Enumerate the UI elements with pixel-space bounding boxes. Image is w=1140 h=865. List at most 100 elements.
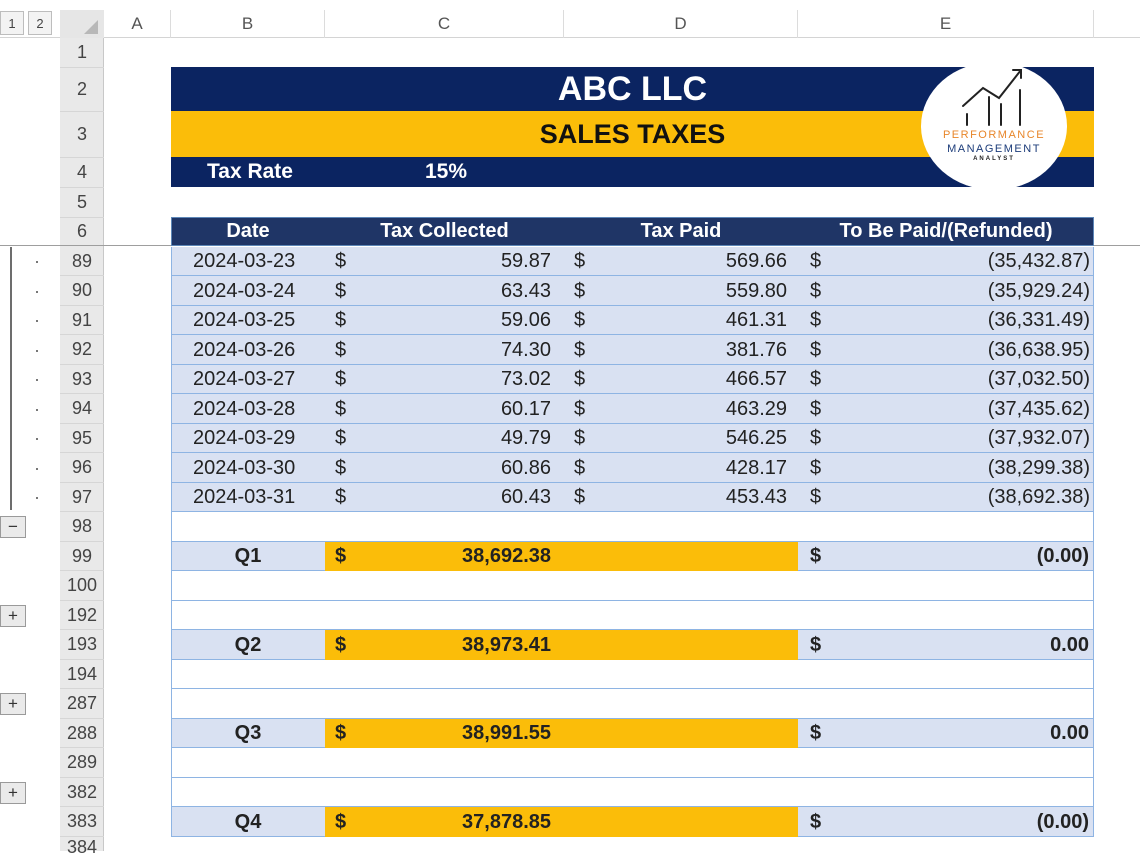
tax-collected-cell[interactable]: 74.30 [500,338,551,361]
date-cell[interactable]: 2024-03-30 [193,456,296,479]
quarter-balance-cell[interactable]: (0.00) [1036,810,1089,833]
header-tax-paid[interactable]: Tax Paid [640,220,722,242]
column-header-e[interactable]: E [798,10,1094,38]
column-header-f[interactable] [1094,10,1140,38]
balance-cell[interactable]: (38,692.38) [987,486,1090,508]
quarter-balance-cell[interactable]: 0.00 [1050,722,1089,744]
tax-paid-cell[interactable]: 463.29 [725,397,787,420]
row-header-289[interactable]: 289 [60,748,104,778]
row-header-95[interactable]: 95 [60,424,104,453]
column-header-d[interactable]: D [564,10,798,38]
balance-cell[interactable]: (37,032.50) [987,368,1090,390]
row-header-4[interactable]: 4 [60,158,104,188]
date-cell[interactable]: 2024-03-25 [193,309,296,331]
row-header-98[interactable]: 98 [60,512,104,542]
tax-paid-cell[interactable]: 569.66 [725,250,787,272]
column-header-b[interactable]: B [171,10,325,38]
balance-cell[interactable]: (38,299.38) [987,456,1090,479]
row-header-91[interactable]: 91 [60,306,104,335]
row-header-194[interactable]: 194 [60,660,104,689]
row-header-96[interactable]: 96 [60,453,104,483]
balance-cell[interactable]: (37,932.07) [987,427,1090,449]
row-header-5[interactable]: 5 [60,188,104,218]
row-header-2[interactable]: 2 [60,68,104,112]
header-date[interactable]: Date [226,220,270,242]
row-header-384[interactable]: 384 [66,837,98,857]
row-header-288[interactable]: 288 [60,719,104,748]
balance-cell[interactable]: (35,432.87) [987,250,1090,272]
row-header-1[interactable]: 1 [60,38,104,68]
row-header-97[interactable]: 97 [60,483,104,512]
quarter-label[interactable]: Q1 [234,545,262,567]
select-all-corner[interactable] [60,10,104,38]
row-header-192[interactable]: 192 [60,601,104,630]
tax-paid-cell[interactable]: 559.80 [725,279,787,302]
tax-collected-cell[interactable]: 60.17 [500,397,551,420]
tax-collected-cell[interactable]: 59.06 [500,309,551,331]
tax-paid-cell[interactable]: 428.17 [725,456,787,479]
blank-row[interactable] [171,512,1094,542]
date-cell[interactable]: 2024-03-26 [193,338,296,361]
tax-paid-cell[interactable]: 546.25 [725,427,787,449]
quarter-balance-cell[interactable]: (0.00) [1036,545,1089,567]
row-header-100[interactable]: 100 [60,571,104,601]
expand-group-button-q4[interactable]: + [0,782,26,804]
row-header-382[interactable]: 382 [60,778,104,807]
date-cell[interactable]: 2024-03-29 [193,427,296,449]
tax-paid-cell[interactable]: 381.76 [725,338,787,361]
quarter-label[interactable]: Q2 [234,633,262,656]
row-header-6[interactable]: 6 [60,218,104,246]
row-header-92[interactable]: 92 [60,335,104,365]
date-cell[interactable]: 2024-03-24 [193,279,296,302]
balance-cell[interactable]: (35,929.24) [987,279,1090,302]
outline-level-1-button[interactable]: 1 [0,11,24,35]
blank-row[interactable] [171,748,1094,778]
tax-collected-cell[interactable]: 73.02 [500,368,551,390]
quarter-label[interactable]: Q4 [234,810,262,833]
collapse-group-button[interactable]: − [0,516,26,538]
tax-paid-cell[interactable]: 453.43 [725,486,787,508]
quarter-label[interactable]: Q3 [234,722,262,744]
quarter-total-cell[interactable]: 38,973.41 [462,633,551,656]
row-header-383[interactable]: 383 [60,807,104,837]
blank-row[interactable] [171,571,1094,601]
blank-row[interactable] [171,778,1094,807]
column-header-c[interactable]: C [325,10,564,38]
quarter-total-cell[interactable]: 38,692.38 [462,545,551,567]
row-header-93[interactable]: 93 [60,365,104,394]
row-header-193[interactable]: 193 [60,630,104,660]
expand-group-button-q2[interactable]: + [0,605,26,627]
row-header-3[interactable]: 3 [60,112,104,158]
blank-row[interactable] [171,601,1094,630]
row-header-94[interactable]: 94 [60,394,104,424]
balance-cell[interactable]: (37,435.62) [987,397,1090,420]
quarter-total-cell[interactable]: 38,991.55 [462,722,551,744]
date-cell[interactable]: 2024-03-31 [193,486,296,508]
row-header-99[interactable]: 99 [60,542,104,571]
tax-paid-cell[interactable]: 461.31 [725,309,787,331]
tax-rate-value-cell[interactable]: 15% [425,160,468,183]
tax-collected-cell[interactable]: 59.87 [500,250,551,272]
header-tax-collected[interactable]: Tax Collected [380,220,509,242]
balance-cell[interactable]: (36,331.49) [987,309,1090,331]
tax-collected-cell[interactable]: 63.43 [500,279,551,302]
date-cell[interactable]: 2024-03-27 [193,368,296,390]
row-header-89[interactable]: 89 [60,247,104,276]
header-to-be-paid[interactable]: To Be Paid/(Refunded) [839,220,1053,242]
row-header-287[interactable]: 287 [60,689,104,719]
tax-paid-cell[interactable]: 466.57 [725,368,787,390]
row-header-90[interactable]: 90 [60,276,104,306]
balance-cell[interactable]: (36,638.95) [987,338,1090,361]
tax-collected-cell[interactable]: 49.79 [500,427,551,449]
expand-group-button-q3[interactable]: + [0,693,26,715]
tax-collected-cell[interactable]: 60.86 [500,456,551,479]
blank-row[interactable] [171,660,1094,689]
date-cell[interactable]: 2024-03-23 [193,250,296,272]
outline-level-2-button[interactable]: 2 [28,11,52,35]
date-cell[interactable]: 2024-03-28 [193,397,296,420]
quarter-total-cell[interactable]: 37,878.85 [462,810,551,833]
tax-collected-cell[interactable]: 60.43 [500,486,551,508]
quarter-balance-cell[interactable]: 0.00 [1050,633,1089,656]
column-header-a[interactable]: A [104,10,171,38]
blank-row[interactable] [171,689,1094,719]
